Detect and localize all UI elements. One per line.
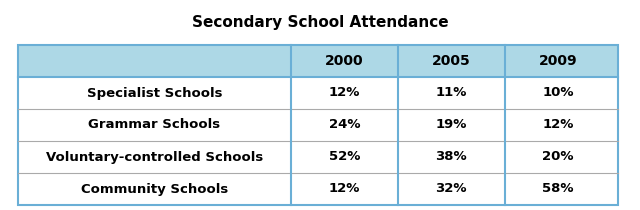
- Text: 19%: 19%: [435, 118, 467, 131]
- Text: 12%: 12%: [329, 87, 360, 100]
- Text: 38%: 38%: [435, 151, 467, 164]
- Text: 32%: 32%: [435, 182, 467, 196]
- Text: Voluntary-controlled Schools: Voluntary-controlled Schools: [46, 151, 263, 164]
- Text: 24%: 24%: [329, 118, 360, 131]
- Text: 12%: 12%: [329, 182, 360, 196]
- Text: 2000: 2000: [325, 54, 364, 68]
- Text: 10%: 10%: [542, 87, 573, 100]
- Text: 20%: 20%: [542, 151, 573, 164]
- Text: Community Schools: Community Schools: [81, 182, 228, 196]
- Text: 52%: 52%: [329, 151, 360, 164]
- Text: 2009: 2009: [539, 54, 577, 68]
- Text: 2005: 2005: [432, 54, 470, 68]
- Text: 58%: 58%: [542, 182, 573, 196]
- Text: Secondary School Attendance: Secondary School Attendance: [192, 16, 448, 30]
- Text: Specialist Schools: Specialist Schools: [87, 87, 222, 100]
- Text: Grammar Schools: Grammar Schools: [88, 118, 221, 131]
- Text: 11%: 11%: [435, 87, 467, 100]
- Text: 12%: 12%: [542, 118, 573, 131]
